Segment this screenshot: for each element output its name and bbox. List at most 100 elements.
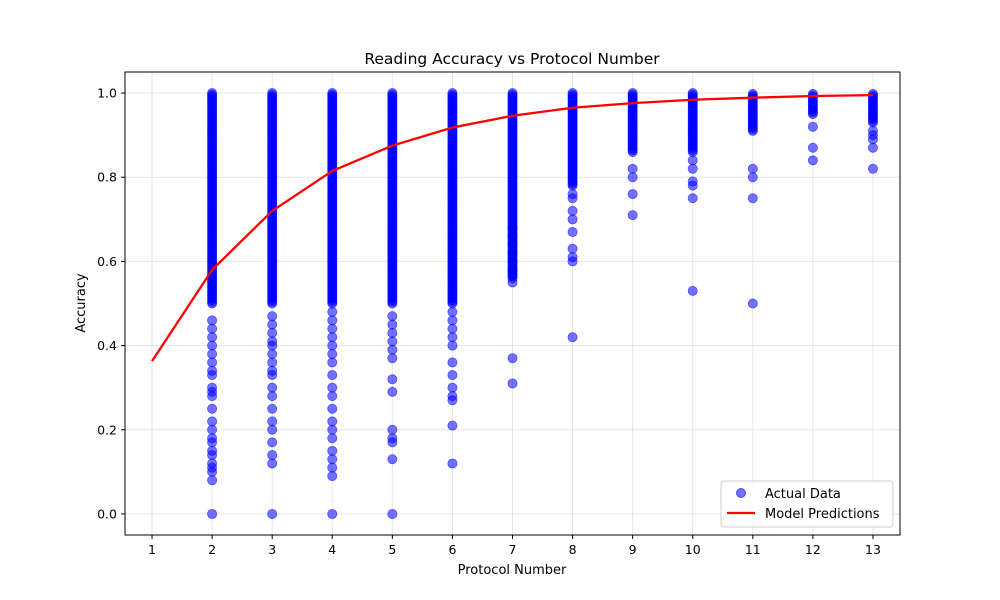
scatter-point [687,163,698,174]
scatter-point [327,382,338,393]
scatter-point [327,323,338,334]
y-tick-label: 0.4 [97,338,117,353]
scatter-point [447,357,458,368]
scatter-point [567,193,578,204]
x-tick-label: 1 [148,542,156,557]
scatter-point [327,340,338,351]
scatter-point [267,458,278,469]
scatter-point [327,332,338,343]
scatter-point [507,277,518,288]
model-prediction-line [151,94,873,362]
scatter-point [447,340,458,351]
scatter-point [207,466,218,477]
scatter-point [327,349,338,360]
scatter-point [747,193,758,204]
x-tick-label: 11 [745,542,761,557]
y-tick-label: 1.0 [97,86,117,101]
scatter-point [507,222,518,233]
scatter-point [687,285,698,296]
scatter-point [567,214,578,225]
scatter-point [207,370,218,381]
scatter-point [267,357,278,368]
scatter-point [327,508,338,519]
scatter-point [267,403,278,414]
scatter-point [327,88,338,99]
scatter-point [627,88,638,99]
scatter-point [387,386,398,397]
scatter-point [627,172,638,183]
scatter-point [327,454,338,465]
scatter-point [507,353,518,364]
scatter-point [207,403,218,414]
scatter-point [387,88,398,99]
legend-label-actual-data: Actual Data [765,487,841,502]
scatter-point [267,319,278,330]
scatter-point [447,306,458,317]
scatter-point [627,163,638,174]
scatter-point [207,340,218,351]
scatter-point [207,424,218,435]
scatter-point [867,163,878,174]
scatter-point [327,403,338,414]
x-tick-label: 5 [388,542,396,557]
scatter-point [327,416,338,427]
legend-box [720,480,894,528]
scatter-point [327,471,338,482]
scatter-point [207,315,218,326]
ticks: 1 2 3 4 5 6 7 8 9 10 11 12 130.00.20.40.60.81.0 [97,86,881,557]
scatter-point [447,88,458,99]
scatter-point [267,450,278,461]
scatter-point [267,88,278,99]
scatter-point [267,508,278,519]
scatter-point [327,445,338,456]
scatter-point [507,231,518,242]
legend-label-model-predictions: Model Predictions [765,507,880,522]
scatter-point [747,163,758,174]
scatter-point [327,370,338,381]
scatter-point [627,210,638,221]
scatter-point [387,319,398,330]
scatter-point [387,311,398,322]
x-tick-label: 10 [685,542,701,557]
scatter-point [207,88,218,99]
scatter-point [447,315,458,326]
scatter-point [447,323,458,334]
scatter-point [327,357,338,368]
scatter-point [207,508,218,519]
scatter-point [267,349,278,360]
scatter-point [387,327,398,338]
scatter-point [447,395,458,406]
scatter-point [267,340,278,351]
scatter-point [747,298,758,309]
scatter-point [567,226,578,237]
scatter-point [207,391,218,402]
scatter-point [447,382,458,393]
scatter-point [387,344,398,355]
scatter-point [687,180,698,191]
scatter-point [567,88,578,99]
scatter-point [387,336,398,347]
scatter-point [687,88,698,99]
scatter-point [267,424,278,435]
scatter-point [327,424,338,435]
scatter-point [387,454,398,465]
x-tick-label: 13 [865,542,881,557]
scatter-point [387,353,398,364]
scatter-point [327,391,338,402]
scatter-point [327,306,338,317]
scatter-point [207,416,218,427]
chart-title: Reading Accuracy vs Protocol Number [364,50,660,68]
scatter-point [387,374,398,385]
scatter-point [267,391,278,402]
scatter-point [807,121,818,132]
scatter-point [447,458,458,469]
scatter-point [747,172,758,183]
y-tick-label: 0.6 [97,254,117,269]
scatter-point [267,382,278,393]
scatter-point [507,247,518,258]
scatter-point [807,142,818,153]
scatter-point [867,142,878,153]
scatter-point [207,349,218,360]
